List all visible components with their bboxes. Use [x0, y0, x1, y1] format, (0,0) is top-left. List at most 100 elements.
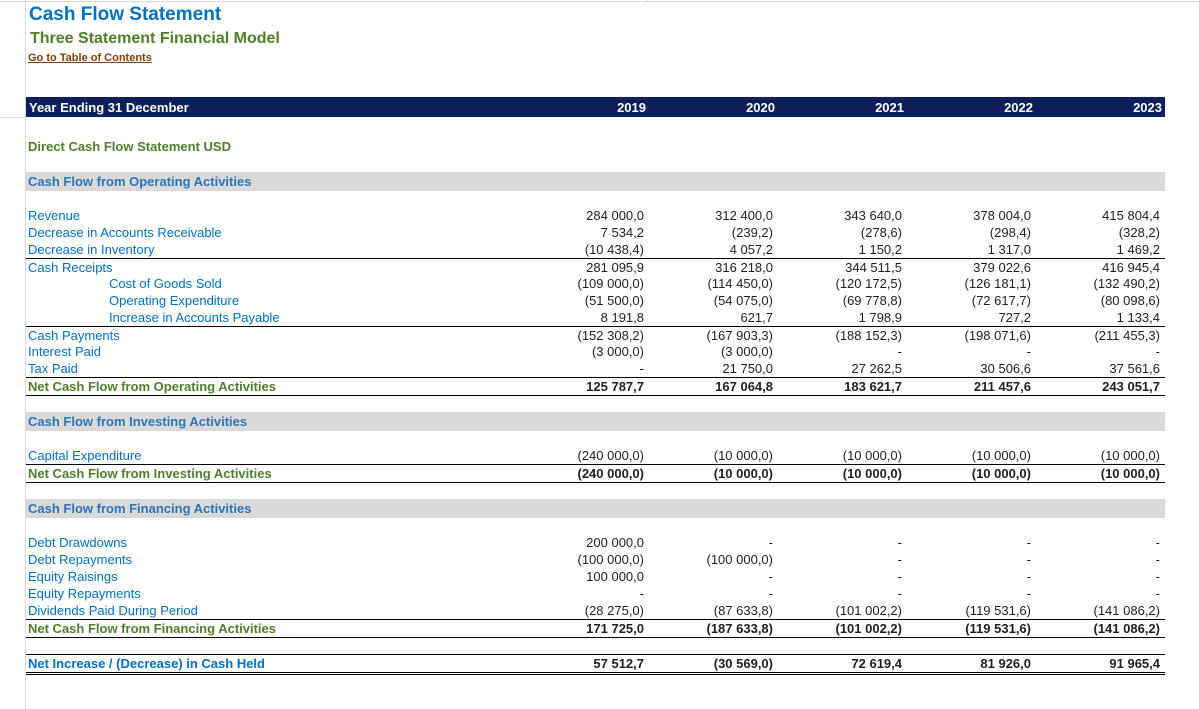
cell-value: 4 057,2	[729, 242, 773, 257]
row-label: Interest Paid	[28, 344, 101, 359]
cell-value: (10 000,0)	[971, 466, 1031, 481]
cell-value: (54 075,0)	[713, 293, 773, 308]
section-heading-label: Cash Flow from Financing Activities	[28, 501, 252, 516]
cell-value: 621,7	[740, 310, 773, 325]
year-2023: 2023	[1133, 100, 1162, 115]
cell-value: -	[897, 569, 902, 584]
cell-value: -	[897, 344, 902, 359]
cell-value: -	[1026, 569, 1031, 584]
cell-value: 200 000,0	[586, 535, 644, 550]
year-2020: 2020	[746, 100, 775, 115]
cell-value: (87 633,8)	[713, 603, 773, 618]
cell-value: -	[1026, 586, 1031, 601]
cell-value: 1 150,2	[858, 242, 902, 257]
table-row: Capital Expenditure (240 000,0) (10 000,0)…	[26, 447, 1165, 464]
cell-value: (3 000,0)	[591, 344, 644, 359]
cell-value: 27 262,5	[851, 361, 902, 376]
cell-value: 1 317,0	[987, 242, 1031, 257]
cell-value: (80 098,6)	[1100, 293, 1160, 308]
cell-value: 379 022,6	[973, 260, 1031, 275]
cell-value: 1 798,9	[858, 310, 902, 325]
row-label: Cost of Goods Sold	[109, 276, 222, 291]
row-label: Net Increase / (Decrease) in Cash Held	[28, 656, 265, 671]
cell-value: (114 450,0)	[707, 276, 773, 291]
cell-value: 72 619,4	[851, 656, 902, 671]
cell-value: (10 438,4)	[584, 242, 644, 257]
cell-value: (126 181,1)	[964, 276, 1032, 291]
section-heading: Cash Flow from Investing Activities	[26, 412, 1165, 431]
sheet-gridline	[25, 0, 26, 709]
cell-value: 1 133,4	[1116, 310, 1160, 325]
row-label: Debt Drawdowns	[28, 535, 127, 550]
row-label: Cash Receipts	[28, 260, 113, 275]
year-2019: 2019	[617, 100, 646, 115]
cell-value: (101 002,2)	[835, 621, 903, 636]
row-label: Net Cash Flow from Operating Activities	[28, 379, 277, 394]
cell-value: (120 172,5)	[835, 276, 903, 291]
table-row: Debt Repayments (100 000,0) (100 000,0) - - -	[26, 551, 1165, 568]
cell-value: 125 787,7	[586, 379, 644, 394]
table-row: Decrease in Accounts Receivable 7 534,2 (2…	[26, 224, 1165, 241]
cell-value: -	[1155, 535, 1160, 550]
table-row: Equity Raisings 100 000,0 - - - -	[26, 568, 1165, 585]
cell-value: (240 000,0)	[577, 448, 645, 463]
cell-value: -	[1155, 569, 1160, 584]
row-label: Cash Payments	[28, 328, 120, 343]
page-subtitle: Three Statement Financial Model	[30, 30, 280, 47]
cell-value: 378 004,0	[973, 208, 1031, 223]
cell-value: 344 511,5	[845, 260, 902, 275]
net-change-row: Net Increase / (Decrease) in Cash Held 57…	[26, 654, 1165, 675]
toc-link[interactable]: Go to Table of Contents	[28, 52, 152, 64]
cell-value: -	[897, 552, 902, 567]
cell-value: 183 621,7	[844, 379, 902, 394]
cell-value: (109 000,0)	[577, 276, 645, 291]
row-label: Equity Repayments	[28, 586, 141, 601]
cell-value: 211 457,6	[973, 379, 1031, 394]
cell-value: (10 000,0)	[713, 466, 773, 481]
cell-value: (10 000,0)	[971, 448, 1031, 463]
cell-value: -	[1155, 552, 1160, 567]
cell-value: -	[768, 569, 773, 584]
cell-value: -	[897, 535, 902, 550]
row-label: Tax Paid	[28, 361, 78, 376]
cell-value: (72 617,7)	[971, 293, 1031, 308]
sheet-gridline	[0, 117, 26, 118]
cell-value: 243 051,7	[1102, 379, 1160, 394]
cell-value: (239,2)	[731, 225, 773, 240]
cell-value: (51 500,0)	[584, 293, 644, 308]
cell-value: (298,4)	[989, 225, 1031, 240]
cell-value: (167 903,3)	[706, 328, 774, 343]
cell-value: 727,2	[998, 310, 1031, 325]
cell-value: 312 400,0	[715, 208, 773, 223]
cell-value: -	[639, 361, 644, 376]
table-row: Cash Receipts 281 095,9 316 218,0 344 511,5…	[26, 258, 1165, 276]
cell-value: (69 778,8)	[842, 293, 902, 308]
table-row: Decrease in Inventory (10 438,4) 4 057,2 1 …	[26, 241, 1165, 258]
cell-value: 316 218,0	[715, 260, 773, 275]
cell-value: (30 569,0)	[713, 656, 773, 671]
table-row: Revenue 284 000,0 312 400,0 343 640,0 378 00…	[26, 207, 1165, 224]
cell-value: (10 000,0)	[842, 466, 902, 481]
cell-value: (141 086,2)	[1093, 621, 1161, 636]
total-row: Net Cash Flow from Investing Activities (…	[26, 464, 1165, 483]
cell-value: (211 455,3)	[1094, 328, 1160, 343]
cell-value: 7 534,2	[600, 225, 644, 240]
cell-value: (240 000,0)	[577, 466, 645, 481]
section-heading-label: Cash Flow from Operating Activities	[28, 174, 252, 189]
cell-value: 284 000,0	[586, 208, 644, 223]
table-row: Cash Payments (152 308,2) (167 903,3) (188 …	[26, 326, 1165, 344]
table-row: Tax Paid - 21 750,0 27 262,5 30 506,6 37 561,…	[26, 360, 1165, 377]
table-row: Increase in Accounts Payable 8 191,8 621,7…	[26, 309, 1165, 326]
cell-value: (328,2)	[1118, 225, 1160, 240]
statement-label: Direct Cash Flow Statement USD	[28, 139, 231, 154]
cell-value: 100 000,0	[586, 569, 644, 584]
cell-value: (3 000,0)	[720, 344, 773, 359]
cell-value: (101 002,2)	[835, 603, 903, 618]
cell-value: (28 275,0)	[584, 603, 644, 618]
cell-value: (100 000,0)	[706, 552, 774, 567]
cell-value: 1 469,2	[1116, 242, 1160, 257]
cell-value: (10 000,0)	[842, 448, 902, 463]
cell-value: 37 561,6	[1109, 361, 1160, 376]
year-header-bar: Year Ending 31 December 2019 2020 2021 2…	[26, 97, 1165, 117]
cell-value: -	[768, 535, 773, 550]
